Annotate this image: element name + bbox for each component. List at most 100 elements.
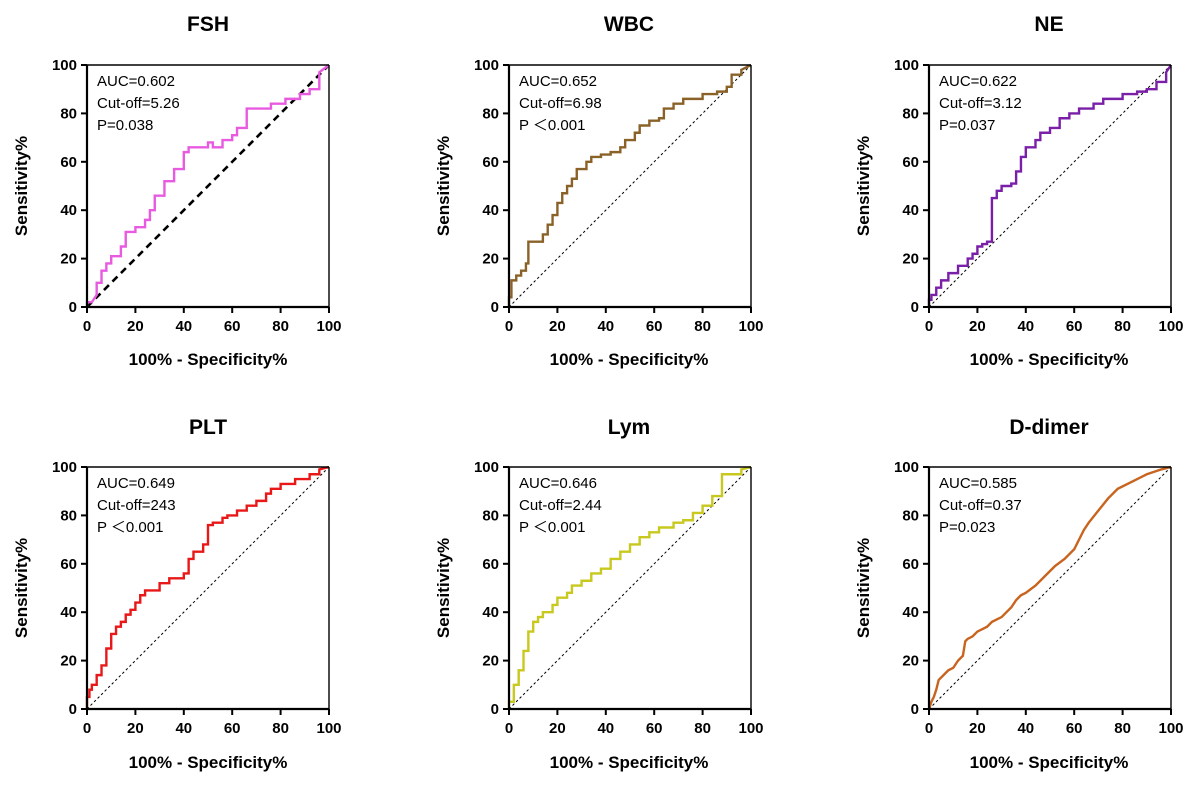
y-tick-label: 0 (911, 701, 919, 718)
y-axis-label: Sensitivity% (854, 538, 873, 638)
cutoff-label: Cut-off=6.98 (519, 95, 602, 112)
plot-area: 0 20 40 60 80 100 0 20 40 60 80 100 (474, 57, 764, 335)
x-tick-label: 60 (646, 318, 663, 335)
cutoff-label: Cut-off=3.12 (939, 95, 1022, 112)
x-tick-label: 0 (925, 720, 933, 737)
x-axis-label: 100% - Specificity% (970, 753, 1129, 772)
y-tick-label: 40 (902, 604, 919, 621)
y-tick-label: 100 (52, 57, 77, 74)
y-tick-label: 100 (474, 57, 499, 74)
chart-title: Lym (608, 416, 650, 439)
y-axis-label: Sensitivity% (12, 538, 31, 638)
roc-curve-d-dimer (927, 465, 1172, 710)
x-tick-label: 60 (1066, 318, 1083, 335)
x-tick-label: 40 (175, 318, 192, 335)
x-tick-label: 100 (1158, 318, 1183, 335)
roc-panel-ne: NE 0 20 40 60 80 100 0 20 40 60 80 100 AUC=0.622 Cu… (854, 13, 1184, 369)
cutoff-label: Cut-off=5.26 (97, 95, 180, 112)
roc-panel-wbc: WBC 0 20 40 60 80 100 0 20 40 60 80 100 AUC=0.652 C… (434, 13, 764, 369)
x-tick-label: 0 (83, 318, 91, 335)
roc-panel-d-dimer: D-dimer 0 20 40 60 80 100 0 20 40 60 80 100 AUC=0.5… (854, 416, 1184, 772)
annotation-box: AUC=0.646 Cut-off=2.44 P ＜0.001 (519, 475, 602, 536)
reference-diagonal-line (508, 64, 752, 308)
x-tick-label: 20 (549, 720, 566, 737)
y-tick-label: 60 (482, 556, 499, 573)
y-tick-label: 0 (491, 701, 499, 718)
y-tick-label: 20 (902, 251, 919, 268)
y-tick-label: 20 (482, 251, 499, 268)
roc-curve-ne (927, 64, 1172, 307)
chart-title: NE (1034, 13, 1063, 36)
auc-label: AUC=0.646 (519, 475, 597, 492)
x-tick-label: 40 (1017, 318, 1034, 335)
y-tick-label: 20 (60, 251, 77, 268)
y-tick-label: 80 (902, 105, 919, 122)
y-tick-label: 0 (69, 299, 77, 316)
y-tick-label: 80 (482, 105, 499, 122)
x-tick-label: 40 (597, 720, 614, 737)
reference-diagonal-line (928, 466, 1172, 710)
y-tick-label: 0 (491, 299, 499, 316)
x-tick-label: 60 (224, 720, 241, 737)
x-tick-label: 40 (597, 318, 614, 335)
plot-area: 0 20 40 60 80 100 0 20 40 60 80 100 (52, 459, 342, 737)
p-value-label: P ＜0.001 (97, 519, 163, 536)
cutoff-label: Cut-off=0.37 (939, 497, 1022, 514)
annotation-box: AUC=0.622 Cut-off=3.12 P=0.037 (939, 73, 1022, 134)
y-tick-label: 40 (902, 202, 919, 219)
x-tick-label: 80 (1114, 318, 1131, 335)
plot-area: 0 20 40 60 80 100 0 20 40 60 80 100 (894, 459, 1184, 737)
y-tick-label: 20 (60, 653, 77, 670)
y-tick-label: 40 (60, 604, 77, 621)
x-tick-label: 20 (969, 318, 986, 335)
y-tick-label: 80 (60, 105, 77, 122)
x-tick-label: 40 (175, 720, 192, 737)
y-tick-label: 20 (482, 653, 499, 670)
x-tick-label: 80 (272, 318, 289, 335)
x-tick-label: 20 (969, 720, 986, 737)
chart-title: PLT (189, 416, 227, 439)
y-tick-label: 80 (60, 507, 77, 524)
x-tick-label: 20 (549, 318, 566, 335)
y-tick-label: 0 (69, 701, 77, 718)
x-tick-label: 60 (646, 720, 663, 737)
x-tick-label: 20 (127, 318, 144, 335)
p-value-label: P ＜0.001 (519, 117, 585, 134)
chart-title: D-dimer (1009, 416, 1088, 439)
x-tick-label: 80 (272, 720, 289, 737)
y-axis-label: Sensitivity% (434, 136, 453, 236)
p-value-label: P ＜0.001 (519, 519, 585, 536)
x-tick-label: 80 (694, 318, 711, 335)
y-tick-label: 100 (474, 459, 499, 476)
y-tick-label: 40 (482, 202, 499, 219)
p-value-label: P=0.023 (939, 519, 995, 536)
x-tick-label: 0 (925, 318, 933, 335)
x-tick-label: 0 (83, 720, 91, 737)
x-tick-label: 0 (505, 318, 513, 335)
y-tick-label: 40 (482, 604, 499, 621)
roc-curve-lym (507, 465, 752, 709)
reference-diagonal-line (928, 64, 1172, 308)
y-tick-label: 100 (894, 459, 919, 476)
auc-label: AUC=0.652 (519, 73, 597, 90)
p-value-label: P=0.038 (97, 117, 153, 134)
p-value-label: P=0.037 (939, 117, 995, 134)
x-tick-label: 100 (1158, 720, 1183, 737)
y-tick-label: 60 (902, 154, 919, 171)
x-tick-label: 60 (224, 318, 241, 335)
reference-diagonal-line (86, 64, 330, 308)
x-tick-label: 100 (738, 720, 763, 737)
x-axis-label: 100% - Specificity% (550, 350, 709, 369)
y-tick-label: 80 (482, 507, 499, 524)
x-axis-label: 100% - Specificity% (970, 350, 1129, 369)
x-tick-label: 100 (316, 720, 341, 737)
y-tick-label: 20 (902, 653, 919, 670)
chart-title: WBC (604, 13, 654, 36)
x-tick-label: 0 (505, 720, 513, 737)
annotation-box: AUC=0.602 Cut-off=5.26 P=0.038 (97, 73, 180, 134)
auc-label: AUC=0.622 (939, 73, 1017, 90)
y-tick-label: 60 (482, 154, 499, 171)
y-tick-label: 0 (911, 299, 919, 316)
roc-panel-lym: Lym 0 20 40 60 80 100 0 20 40 60 80 100 AUC=0.646 C… (434, 416, 764, 772)
